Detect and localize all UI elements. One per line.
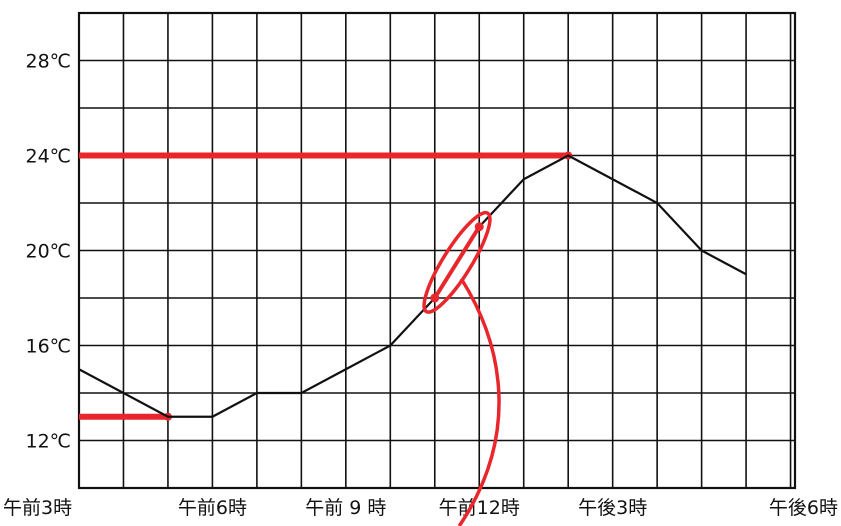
x-tick-label: 午前 9 時 (305, 497, 386, 519)
x-tick-label: 午後3時 (578, 497, 647, 519)
y-tick-label: 12℃ (25, 431, 71, 453)
highlight-segment (433, 225, 481, 300)
highlight-ellipse (422, 210, 492, 314)
y-tick-label: 20℃ (25, 241, 71, 263)
x-axis-ticks: 午前3時 午前6時 午前 9 時 午前12時 午後3時 午後6時 (3, 497, 838, 519)
temperature-series-line (78, 154, 747, 418)
callout (422, 210, 501, 526)
y-tick-label: 28℃ (25, 51, 71, 73)
x-tick-label: 午前6時 (178, 497, 247, 519)
y-tick-label: 24℃ (25, 146, 71, 168)
x-tick-label: 午前3時 (3, 497, 72, 519)
highlight-start-point (430, 293, 440, 303)
plot-frame (77, 11, 797, 490)
y-axis-ticks: 12℃ 16℃ 20℃ 24℃ 28℃ (25, 51, 71, 453)
x-tick-label: 午前12時 (439, 497, 520, 519)
x-tick-label: 午後6時 (769, 497, 838, 519)
callout-leader-line (457, 277, 501, 526)
series (78, 154, 747, 418)
grid (77, 11, 797, 490)
y-tick-label: 16℃ (25, 336, 71, 358)
highlight-end-point (474, 222, 484, 232)
